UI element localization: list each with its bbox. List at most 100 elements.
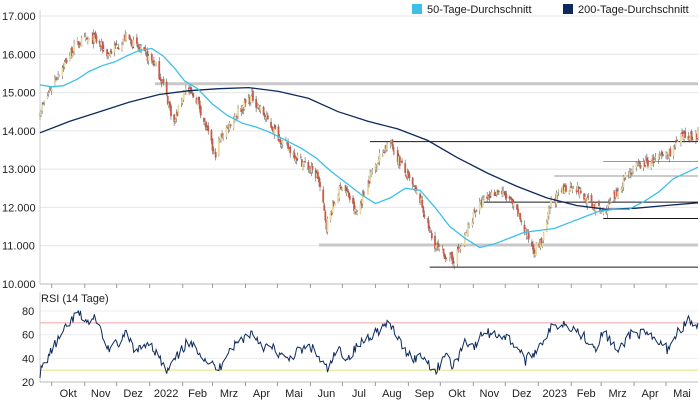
candle-body	[405, 175, 408, 178]
candle-body	[352, 197, 354, 204]
candle-body	[303, 162, 305, 164]
rsi-title: RSI (14 Tage)	[41, 293, 109, 305]
legend-label-sma200: 200-Tage-Durchschnitt	[578, 4, 689, 16]
y-tick-label: 12.000	[2, 202, 36, 214]
candle-body	[371, 170, 374, 172]
rsi-y-tick-label: 20	[22, 377, 34, 389]
candle-body	[83, 37, 86, 39]
candle-body	[309, 170, 312, 172]
candle-body	[443, 253, 446, 259]
y-tick-label: 17.000	[2, 11, 36, 23]
candle-body	[322, 189, 325, 203]
candle-body	[482, 199, 484, 207]
candle-body	[458, 248, 461, 252]
candle-body	[128, 34, 131, 40]
y-tick-label: 16.000	[2, 49, 36, 61]
candle-body	[466, 233, 468, 235]
candle-body	[270, 121, 272, 128]
candle-body	[602, 210, 605, 215]
x-tick-label: Jul	[352, 388, 366, 400]
candle-body	[683, 133, 686, 140]
candle-body	[457, 246, 460, 251]
candle-body	[368, 180, 370, 184]
candle-body	[659, 153, 662, 155]
x-tick-label: Mrz	[608, 388, 626, 400]
candle-body	[221, 134, 223, 138]
candle-body	[56, 77, 58, 79]
candle-body	[359, 203, 362, 214]
candle-body	[549, 209, 551, 211]
candle-body	[72, 53, 74, 56]
candle-body	[445, 259, 448, 261]
candle-body	[534, 253, 536, 256]
candle-body	[511, 199, 514, 205]
candle-body	[478, 201, 481, 211]
candle-body	[244, 99, 247, 104]
candle-body	[100, 42, 103, 47]
candle-body	[684, 131, 687, 139]
candle-body	[441, 248, 444, 250]
candle-body	[502, 191, 505, 197]
candle-body	[265, 114, 268, 118]
candle-body	[272, 128, 275, 133]
candle-body	[294, 158, 297, 162]
candle-body	[468, 225, 470, 227]
candle-body	[154, 62, 156, 64]
candle-body	[422, 206, 425, 213]
candle-body	[636, 163, 639, 165]
candle-body	[570, 185, 573, 188]
candle-body	[192, 93, 195, 98]
candle-body	[554, 198, 557, 204]
candle-body	[577, 186, 580, 194]
candle-body	[653, 159, 656, 162]
candle-body	[146, 51, 149, 62]
candle-body	[252, 90, 254, 101]
candle-body	[347, 192, 350, 198]
candle-body	[91, 35, 94, 41]
candle-body	[475, 210, 478, 212]
candle-body	[545, 222, 548, 232]
candle-body	[590, 195, 593, 203]
candle-body	[694, 132, 697, 141]
candle-body	[615, 191, 617, 198]
candle-body	[54, 78, 56, 88]
candle-body	[65, 59, 68, 63]
candle-body	[167, 103, 170, 106]
candle-body	[524, 229, 527, 231]
candle-body	[195, 98, 198, 104]
candle-body	[249, 95, 252, 103]
x-tick-label: 2022	[154, 388, 178, 400]
candle-body	[311, 166, 314, 170]
candle-body	[301, 159, 303, 167]
candle-body	[299, 156, 302, 158]
candle-body	[427, 219, 430, 229]
candle-body	[92, 33, 95, 44]
candle-body	[660, 151, 663, 156]
candle-body	[638, 162, 641, 164]
candle-body	[561, 185, 564, 194]
candle-body	[569, 184, 572, 191]
candle-body	[527, 232, 530, 240]
candle-body	[628, 172, 631, 177]
candle-body	[668, 148, 671, 159]
candle-body	[49, 88, 52, 91]
x-tick-label: Apr	[642, 388, 659, 400]
candle-body	[674, 142, 677, 147]
candle-body	[319, 182, 321, 188]
candle-body	[501, 190, 503, 195]
candle-body	[617, 191, 620, 198]
candle-body	[64, 59, 67, 61]
candle-body	[383, 151, 385, 153]
sma200-line	[39, 86, 699, 210]
candle-body	[85, 38, 88, 40]
candle-body	[318, 176, 320, 183]
price-panel: 10.000 11.000 12.000 13.000 14.000 15.000 16.0…	[2, 10, 699, 291]
y-tick-label: 15.000	[2, 88, 36, 100]
candle-body	[330, 213, 333, 215]
candle-body	[509, 197, 512, 199]
candle-body	[652, 157, 655, 164]
candle-body	[292, 152, 295, 156]
candle-body	[296, 155, 299, 159]
candle-body	[377, 159, 380, 163]
candle-body	[643, 161, 646, 167]
